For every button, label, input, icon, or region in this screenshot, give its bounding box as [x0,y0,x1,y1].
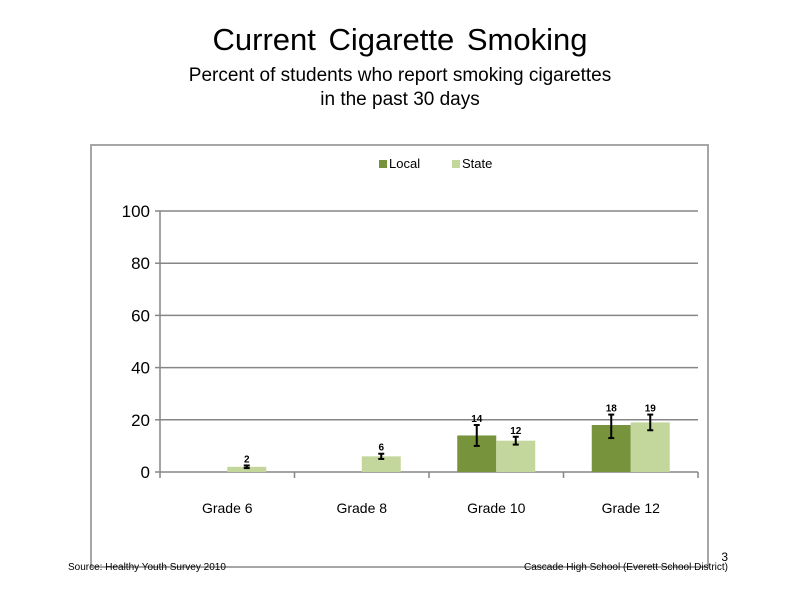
y-tick-label-100: 100 [122,202,150,221]
y-tick-label-0: 0 [141,463,150,482]
slide-number: 3 [721,550,728,564]
bar-state-1 [227,466,267,472]
subtitle-line-1: Percent of students who report smoking c… [188,65,612,86]
chart-frame: 0 20 40 60 80 100 Grade 6 Grade 8 Grade 10 Grade … [90,144,709,568]
data-label-local-4: 18 [606,404,618,415]
data-label-state-2: 6 [378,443,384,454]
data-label-local-3: 14 [471,414,483,425]
legend-label-state: State [462,156,492,171]
y-tick-label-20: 20 [131,411,150,430]
x-tick-label-4: Grade 12 [602,500,661,516]
x-tick-label-2: Grade 8 [336,500,387,516]
legend-label-local: Local [389,156,420,171]
bar-chart: 0 20 40 60 80 100 Grade 6 Grade 8 Grade 10 Grade … [122,156,699,516]
y-tick-label-80: 80 [131,254,150,273]
y-tick-label-60: 60 [131,306,150,325]
data-label-state-1: 2 [244,454,250,465]
x-tick-label-1: Grade 6 [202,500,253,516]
subtitle-line-2: in the past 30 days [320,89,480,110]
legend-swatch-local [379,160,387,168]
slide-subtitle: Percent of students who report smoking c… [0,64,800,112]
x-tick-label-3: Grade 10 [467,500,526,516]
y-tick-label-40: 40 [131,359,150,378]
data-label-state-4: 19 [645,404,657,415]
school-name: Cascade High School (Everett School Dist… [524,562,728,573]
bar-state-2 [361,456,401,472]
legend-swatch-state [452,160,460,168]
data-label-state-3: 12 [510,426,522,437]
slide-title: Current Cigarette Smoking [212,22,588,57]
bar-state-3 [496,440,536,472]
source-note: Source: Healthy Youth Survey 2010 [68,562,226,573]
